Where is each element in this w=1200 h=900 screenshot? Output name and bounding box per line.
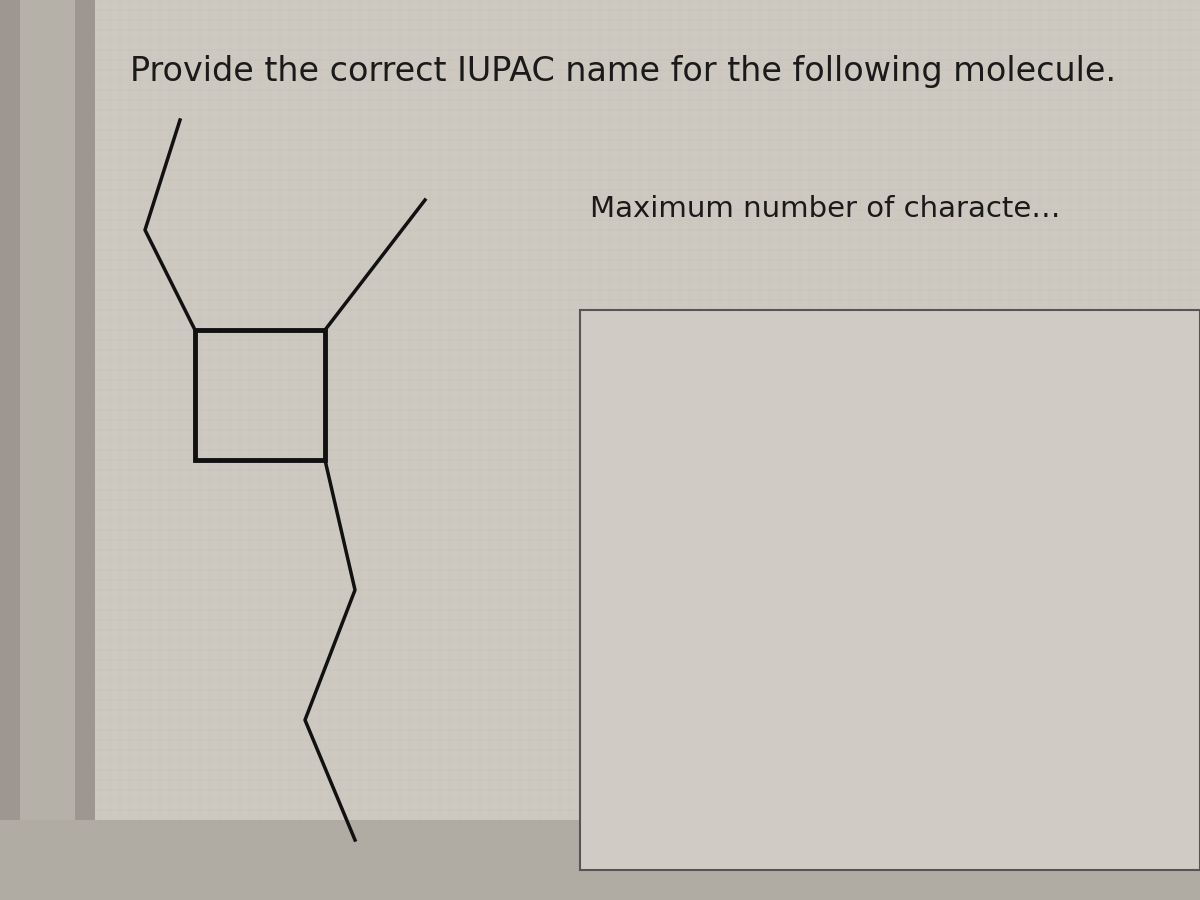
Bar (0, 0, 95, 900)
Bar (20, 0, 74, 900)
Bar (580, 310, 1200, 870)
Bar (0, 820, 1200, 900)
Text: Provide the correct IUPAC name for the following molecule.: Provide the correct IUPAC name for the f… (130, 55, 1116, 88)
Text: Maximum number of characte…: Maximum number of characte… (590, 195, 1061, 223)
Bar (194, 330, 325, 460)
